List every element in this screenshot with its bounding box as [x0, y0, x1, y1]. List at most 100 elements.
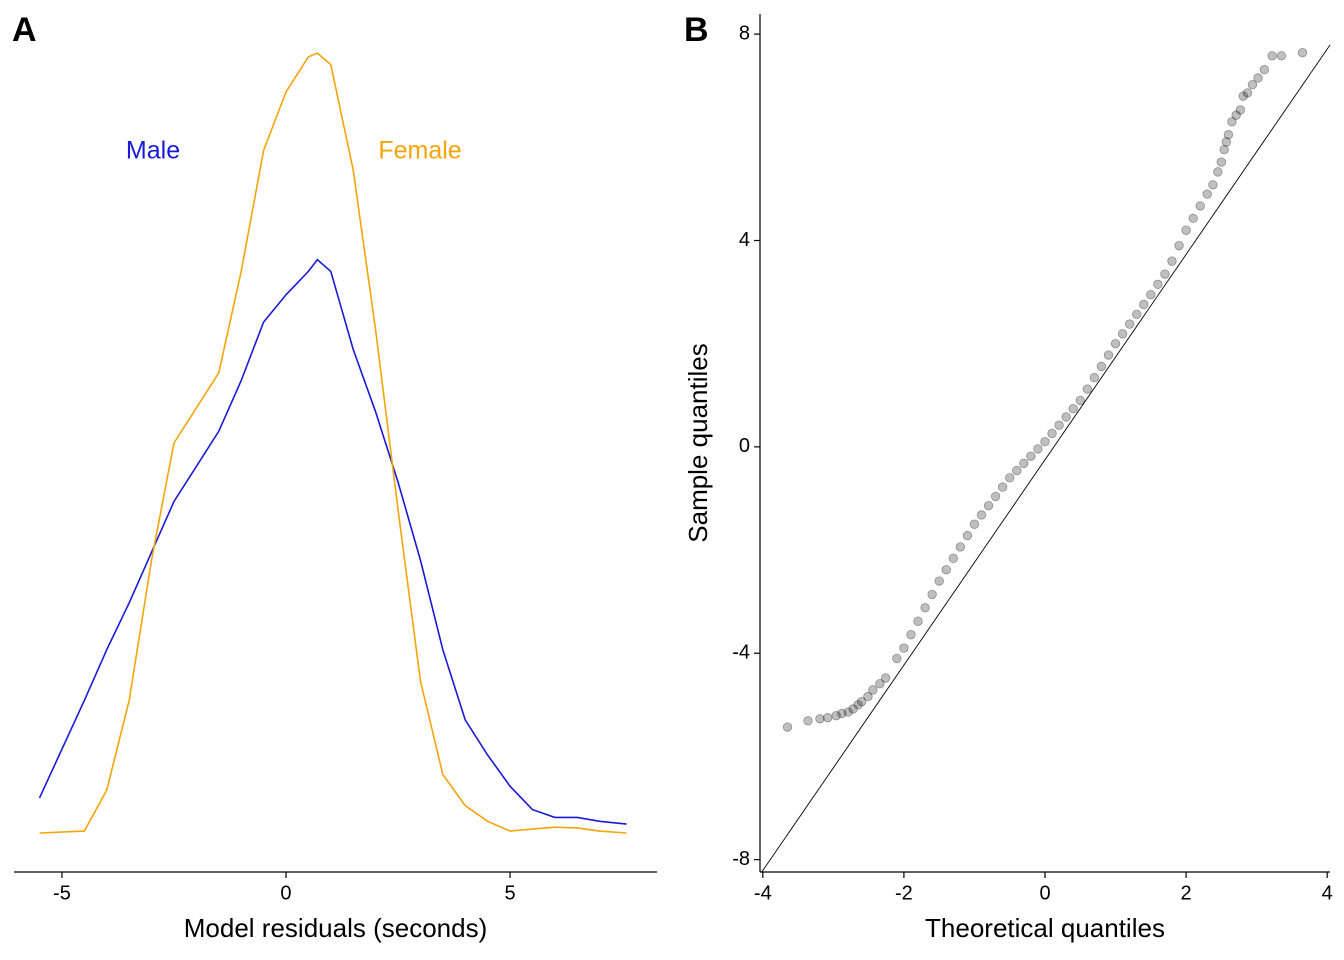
point [1267, 51, 1277, 61]
point [1005, 473, 1015, 483]
point [1242, 88, 1253, 98]
point [1026, 451, 1036, 461]
series-label: Female [378, 137, 461, 165]
x-tick-label: -2 [895, 882, 913, 904]
point [875, 678, 885, 689]
point [1033, 444, 1043, 454]
point [955, 542, 966, 552]
point [1208, 180, 1218, 190]
point [962, 530, 973, 541]
y-tick-label: 4 [739, 229, 750, 251]
x-tick-label: -4 [754, 882, 772, 904]
point [969, 519, 980, 529]
x-axis-title: Model residuals (seconds) [184, 913, 487, 943]
y-tick-label: 0 [739, 435, 750, 457]
point [913, 616, 923, 626]
point [1075, 395, 1085, 406]
point [1012, 465, 1022, 476]
point [1181, 225, 1191, 235]
x-axis-title: Theoretical quantiles [925, 913, 1165, 943]
panel-label: A [12, 11, 37, 49]
point [880, 673, 891, 683]
panel-label: B [684, 11, 709, 49]
y-tick-label: 8 [739, 22, 750, 44]
point [1124, 319, 1135, 329]
point [1247, 79, 1258, 90]
point [1047, 428, 1057, 439]
density-line [39, 52, 627, 834]
point [1253, 73, 1263, 83]
x-tick-label: 5 [504, 882, 515, 904]
point [1040, 437, 1050, 447]
point [1221, 137, 1231, 147]
series-label: Male [126, 137, 180, 165]
x-tick-label: -5 [53, 882, 71, 904]
y-tick-label: -8 [732, 848, 750, 870]
point [1054, 420, 1064, 430]
point [863, 691, 873, 702]
point [899, 643, 909, 653]
point [1195, 201, 1205, 211]
point [1174, 240, 1184, 251]
point [892, 653, 902, 664]
point [1132, 309, 1142, 319]
point [1219, 144, 1229, 155]
point [843, 707, 853, 717]
point [927, 589, 937, 600]
point [853, 700, 863, 710]
point [906, 629, 916, 640]
point [1096, 361, 1107, 372]
point [976, 510, 987, 520]
point [1160, 269, 1170, 279]
point [1103, 350, 1114, 360]
point [815, 714, 825, 724]
point [1188, 213, 1198, 224]
point [1259, 65, 1270, 75]
point [983, 500, 994, 511]
x-tick-label: 4 [1322, 882, 1333, 904]
y-axis-title: Sample quantiles [683, 343, 713, 542]
point [1235, 105, 1246, 115]
point [856, 697, 867, 707]
point [803, 716, 813, 726]
point [1019, 458, 1029, 469]
point [1238, 91, 1248, 101]
point [1213, 167, 1223, 177]
point [1167, 256, 1177, 266]
point [1117, 329, 1128, 339]
point [1223, 130, 1234, 140]
y-tick-label: -4 [732, 642, 750, 664]
point [831, 710, 841, 721]
point [948, 553, 958, 564]
point [782, 722, 793, 732]
point [1231, 110, 1241, 120]
point [941, 564, 951, 575]
point [1153, 279, 1163, 290]
x-tick-label: 2 [1181, 882, 1192, 904]
point [1297, 47, 1308, 58]
point [1146, 289, 1156, 300]
point [990, 491, 1001, 502]
point [1227, 117, 1237, 127]
point [1276, 51, 1287, 61]
point [823, 713, 833, 723]
point [934, 576, 944, 586]
point [1089, 373, 1100, 383]
point [1110, 338, 1121, 349]
point [868, 685, 878, 695]
point [1216, 157, 1227, 167]
x-tick-label: 0 [1039, 882, 1050, 904]
reference-line [761, 44, 1331, 873]
x-tick-label: 0 [280, 882, 291, 904]
point [1082, 384, 1093, 394]
point [1068, 403, 1078, 414]
point [1202, 189, 1212, 199]
point [837, 708, 847, 719]
point [848, 704, 858, 714]
density-line [38, 258, 627, 825]
point [1139, 299, 1149, 310]
point [1061, 412, 1071, 422]
point [920, 603, 930, 613]
point [997, 482, 1008, 492]
